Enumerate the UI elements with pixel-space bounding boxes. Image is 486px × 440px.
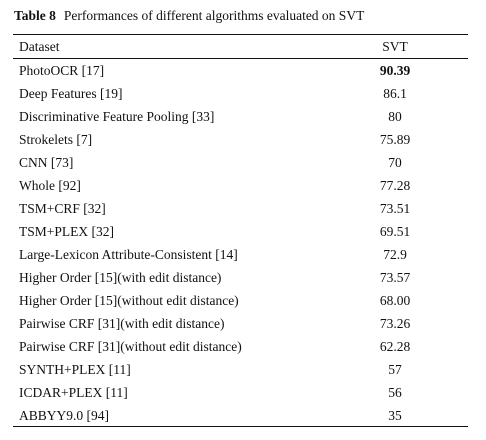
- table-row: Deep Features [19] 86.1: [0, 82, 486, 105]
- table-bottom-rule: [13, 426, 468, 428]
- header-dataset: Dataset: [19, 39, 60, 54]
- algorithm-name: Pairwise CRF [31](without edit distance): [19, 339, 242, 354]
- table-row: CNN [73] 70: [0, 151, 486, 174]
- algorithm-name: Whole [92]: [19, 178, 81, 193]
- svt-score: 75.89: [379, 132, 411, 147]
- table-row: ABBYY9.0 [94] 35: [0, 404, 486, 427]
- algorithm-name: Deep Features [19]: [19, 86, 123, 101]
- algorithm-name: Higher Order [15](without edit distance): [19, 293, 239, 308]
- table-row: Higher Order [15](without edit distance)…: [0, 289, 486, 312]
- algorithm-name: Strokelets [7]: [19, 132, 93, 147]
- table-row: Higher Order [15](with edit distance) 73.…: [0, 266, 486, 289]
- table-header-row: Dataset SVT: [0, 35, 486, 58]
- algorithm-name: TSM+PLEX [32]: [19, 224, 114, 239]
- algorithm-name: PhotoOCR [17]: [19, 63, 105, 78]
- algorithm-name: ICDAR+PLEX [11]: [19, 385, 128, 400]
- table-row: TSM+CRF [32] 73.51: [0, 197, 486, 220]
- table-row: SYNTH+PLEX [11] 57: [0, 358, 486, 381]
- table-title: Performances of different algorithms eva…: [63, 8, 365, 23]
- algorithm-name: TSM+CRF [32]: [19, 201, 106, 216]
- svt-score: 80: [388, 109, 402, 124]
- table-row: Whole [92] 77.28: [0, 174, 486, 197]
- table-row: Pairwise CRF [31](without edit distance)…: [0, 335, 486, 358]
- algorithm-name: SYNTH+PLEX [11]: [19, 362, 131, 377]
- table-top-rule: [13, 34, 468, 36]
- table-row: PhotoOCR [17] 90.39: [0, 59, 486, 82]
- table-row: Strokelets [7] 75.89: [0, 128, 486, 151]
- header-svt: SVT: [382, 39, 408, 54]
- table-row: ICDAR+PLEX [11] 56: [0, 381, 486, 404]
- svt-score: 57: [388, 362, 402, 377]
- table-caption: Table 8 Performances of different algorit…: [14, 7, 364, 25]
- algorithm-name: Large-Lexicon Attribute-Consistent [14]: [19, 247, 238, 262]
- algorithm-name: Higher Order [15](with edit distance): [19, 270, 222, 285]
- svt-score: 35: [388, 408, 402, 423]
- table-row: TSM+PLEX [32] 69.51: [0, 220, 486, 243]
- svt-score: 68.00: [379, 293, 411, 308]
- table-row: Discriminative Feature Pooling [33] 80: [0, 105, 486, 128]
- table-number: Table 8: [14, 8, 56, 23]
- svt-score: 62.28: [379, 339, 411, 354]
- algorithm-name: Discriminative Feature Pooling [33]: [19, 109, 215, 124]
- svt-score: 86.1: [383, 86, 407, 101]
- svt-score: 73.57: [379, 270, 411, 285]
- svt-score: 69.51: [379, 224, 411, 239]
- algorithm-name: ABBYY9.0 [94]: [19, 408, 109, 423]
- svt-score: 73.51: [379, 201, 411, 216]
- table-header-rule: [13, 58, 468, 59]
- svt-score: 90.39: [379, 63, 411, 78]
- algorithm-name: CNN [73]: [19, 155, 74, 170]
- table-row: Large-Lexicon Attribute-Consistent [14] 7…: [0, 243, 486, 266]
- svt-score: 56: [388, 385, 402, 400]
- svt-score: 72.9: [383, 247, 407, 262]
- table-row: Pairwise CRF [31](with edit distance) 73.…: [0, 312, 486, 335]
- svt-score: 70: [388, 155, 402, 170]
- svt-score: 73.26: [379, 316, 411, 331]
- svt-score: 77.28: [379, 178, 411, 193]
- algorithm-name: Pairwise CRF [31](with edit distance): [19, 316, 225, 331]
